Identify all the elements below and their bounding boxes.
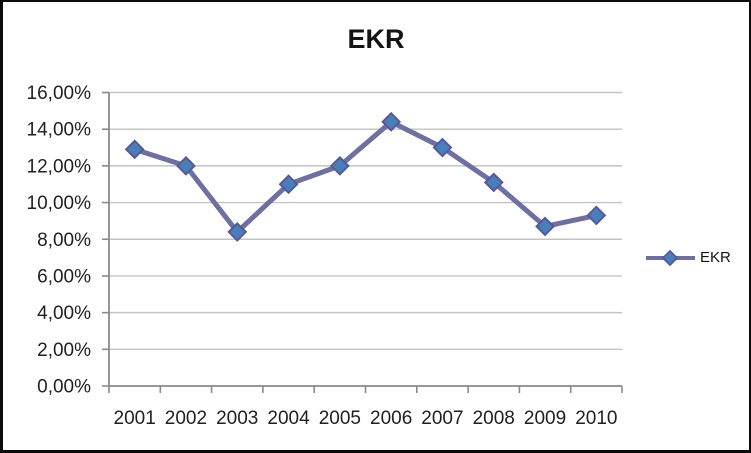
data-point-marker: [278, 174, 299, 195]
data-point-marker: [483, 172, 504, 193]
y-axis-tick-label: 10,00%: [27, 193, 92, 214]
legend-label: EKR: [700, 249, 731, 266]
chart-title: EKR: [347, 24, 405, 54]
x-axis-tick-label: 2004: [267, 408, 310, 429]
data-point-marker: [227, 221, 248, 242]
data-point-marker: [329, 155, 350, 176]
legend-series-marker-icon: [646, 249, 695, 266]
y-axis-tick-label: 4,00%: [37, 303, 91, 324]
data-point-marker: [176, 155, 196, 176]
series-line-ekr: [132, 119, 599, 235]
y-axis-tick-label: 12,00%: [27, 156, 92, 177]
data-point-marker: [535, 216, 555, 237]
legend: EKR: [645, 249, 731, 266]
x-axis-tick-label: 2001: [114, 408, 156, 429]
x-axis-tick-label: 2009: [524, 408, 566, 429]
data-point-marker: [381, 111, 402, 132]
y-axis-tick-label: 16,00%: [27, 83, 92, 104]
plot-area: 0,00% 2,00% 4,00% 6,00% 8,00% 10,00% 12,00% 14,…: [27, 83, 623, 429]
y-axis-tick-label: 8,00%: [37, 230, 91, 251]
data-point-marker: [432, 137, 453, 158]
x-axis-tick-label: 2007: [421, 408, 463, 429]
y-axis-tick-label: 2,00%: [37, 340, 91, 361]
x-axis-tick-label: 2005: [319, 408, 361, 429]
x-axis-tick-label: 2002: [165, 408, 207, 429]
data-point-marker: [124, 139, 145, 160]
x-axis-tick-label: 2006: [370, 408, 412, 429]
data-point-marker: [586, 205, 607, 226]
y-axis-tick-label: 6,00%: [37, 266, 91, 287]
y-axis-tick-label: 14,00%: [27, 120, 92, 141]
x-axis-tick-label: 2010: [575, 408, 617, 429]
x-axis-tick-label: 2008: [473, 408, 515, 429]
x-axis-tick-label: 2003: [216, 408, 258, 429]
y-axis-tick-label: 0,00%: [37, 377, 91, 398]
